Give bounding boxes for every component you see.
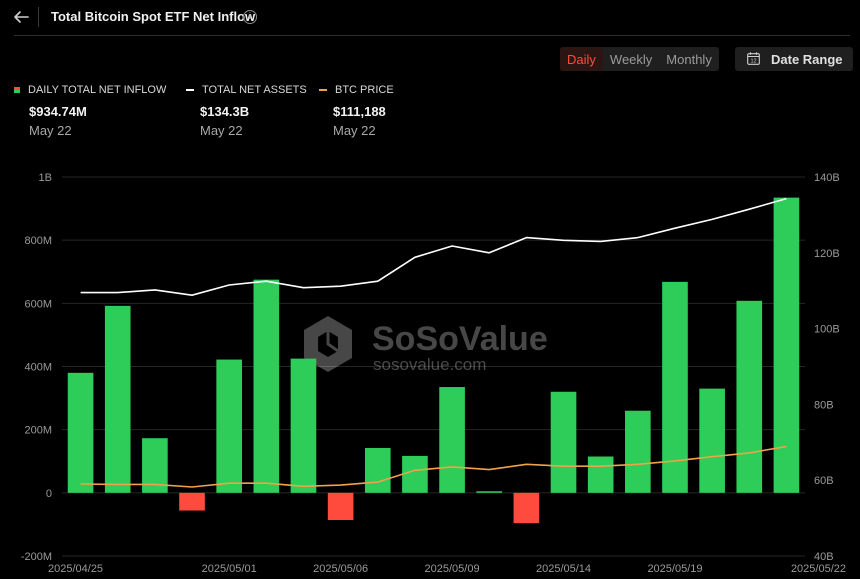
right-axis-tick-label: 80B [814, 399, 834, 411]
period-selector: Daily Weekly Monthly [560, 47, 719, 71]
legend-label: DAILY TOTAL NET INFLOW [28, 84, 167, 96]
right-axis-tick-label: 100B [814, 324, 840, 336]
x-axis-tick-label: 2025/05/22 [791, 563, 846, 575]
inflow-bar [439, 387, 465, 493]
bar-legend-marker [14, 87, 20, 93]
sosovalue-logo-icon [304, 316, 352, 372]
date-range-label: Date Range [771, 52, 843, 67]
left-axis-labels: 1B 800M 600M 400M 200M 0 -200M [21, 172, 52, 563]
watermark-brand: SoSoValue [372, 320, 548, 358]
right-axis-tick-label: 60B [814, 475, 834, 487]
inflow-bar [290, 358, 317, 493]
inflow-bar [699, 388, 725, 493]
left-axis-tick-label: 600M [24, 298, 52, 310]
header-divider [38, 7, 39, 27]
inflow-bar [67, 372, 94, 493]
btc-price-line [80, 445, 787, 488]
inflow-bar [179, 492, 205, 511]
left-axis-tick-label: 800M [24, 235, 52, 247]
right-axis-tick-label: 140B [814, 172, 840, 184]
calendar-icon: 12 [747, 52, 760, 65]
legend-label: BTC PRICE [335, 84, 394, 96]
page-title: Total Bitcoin Spot ETF Net Inflow [51, 9, 256, 24]
left-axis-tick-label: 200M [24, 425, 52, 437]
right-axis-labels: 140B 120B 100B 80B 60B 40B [814, 172, 840, 563]
svg-text:12: 12 [750, 59, 756, 65]
inflow-bar [736, 300, 763, 493]
legend-btc-price: BTC PRICE $111,188 May 22 [319, 84, 394, 140]
header-underline [14, 35, 850, 36]
inflow-bars [67, 197, 800, 524]
line-legend-marker [319, 89, 327, 91]
inflow-bar [773, 197, 800, 493]
inflow-bar [364, 447, 391, 493]
legend-date: May 22 [333, 123, 376, 138]
x-axis-tick-label: 2025/05/19 [647, 563, 702, 575]
period-weekly-button[interactable]: Weekly [609, 52, 653, 67]
inflow-bar [625, 410, 651, 493]
watermark-url: sosovalue.com [373, 355, 486, 374]
right-axis-tick-label: 120B [814, 248, 840, 260]
series-lines [80, 197, 787, 488]
left-axis-tick-label: 400M [24, 362, 52, 374]
x-axis-tick-label: 2025/05/01 [202, 563, 257, 575]
legend-value: $134.3B [200, 104, 250, 119]
period-daily-button[interactable]: Daily [560, 47, 603, 71]
info-icon[interactable]: i [243, 10, 257, 24]
inflow-bar [402, 455, 428, 493]
net-assets-line [80, 197, 787, 296]
legend-value: $934.74M [29, 104, 87, 119]
period-monthly-button[interactable]: Monthly [666, 52, 712, 67]
inflow-bar [513, 492, 540, 524]
inflow-bar [550, 391, 577, 493]
inflow-bar [662, 281, 688, 493]
x-axis-tick-label: 2025/04/25 [48, 563, 103, 575]
legend-label: TOTAL NET ASSETS [202, 84, 307, 96]
inflow-bar [476, 491, 503, 493]
legend-net-inflow: DAILY TOTAL NET INFLOW $934.74M May 22 [14, 84, 166, 140]
x-axis-tick-label: 2025/05/09 [425, 563, 480, 575]
inflow-bar [587, 456, 614, 493]
inflow-bar [327, 492, 354, 520]
left-axis-tick-label: -200M [21, 551, 52, 563]
date-range-button[interactable]: 12 Date Range [735, 47, 853, 71]
x-axis-labels: 2025/04/25 2025/05/01 2025/05/06 2025/05/09… [48, 563, 846, 575]
back-arrow-icon[interactable] [10, 6, 32, 28]
legend-net-assets: TOTAL NET ASSETS $134.3B May 22 [186, 84, 307, 140]
inflow-bar [104, 305, 131, 493]
legend-value: $111,188 [333, 104, 386, 119]
inflow-bar [253, 279, 280, 493]
header: Total Bitcoin Spot ETF Net Inflow i [0, 0, 860, 36]
line-legend-marker [186, 89, 194, 91]
net-inflow-chart: SoSoValue sosovalue.com 1B 800M 600M 400M 20… [21, 172, 846, 575]
right-axis-tick-label: 40B [814, 551, 834, 563]
watermark: SoSoValue sosovalue.com [304, 316, 548, 374]
inflow-bar [216, 359, 242, 493]
left-axis-tick-label: 1B [39, 172, 52, 184]
left-axis-tick-label: 0 [46, 488, 52, 500]
x-axis-tick-label: 2025/05/14 [536, 563, 591, 575]
legend-date: May 22 [29, 123, 72, 138]
x-axis-tick-label: 2025/05/06 [313, 563, 368, 575]
legend-date: May 22 [200, 123, 243, 138]
